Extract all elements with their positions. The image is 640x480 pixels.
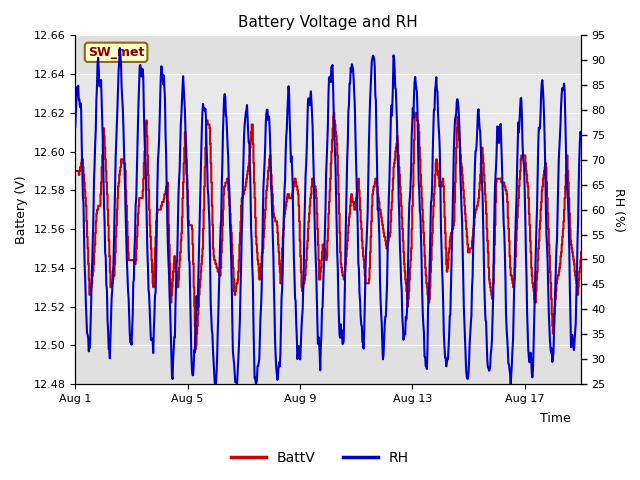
- X-axis label: Time: Time: [540, 412, 571, 425]
- Bar: [76, 74, 581, 307]
- Y-axis label: Battery (V): Battery (V): [15, 175, 28, 244]
- Y-axis label: RH (%): RH (%): [612, 188, 625, 232]
- Legend: BattV, RH: BattV, RH: [225, 445, 415, 471]
- Text: SW_met: SW_met: [88, 46, 144, 59]
- Title: Battery Voltage and RH: Battery Voltage and RH: [238, 15, 418, 30]
